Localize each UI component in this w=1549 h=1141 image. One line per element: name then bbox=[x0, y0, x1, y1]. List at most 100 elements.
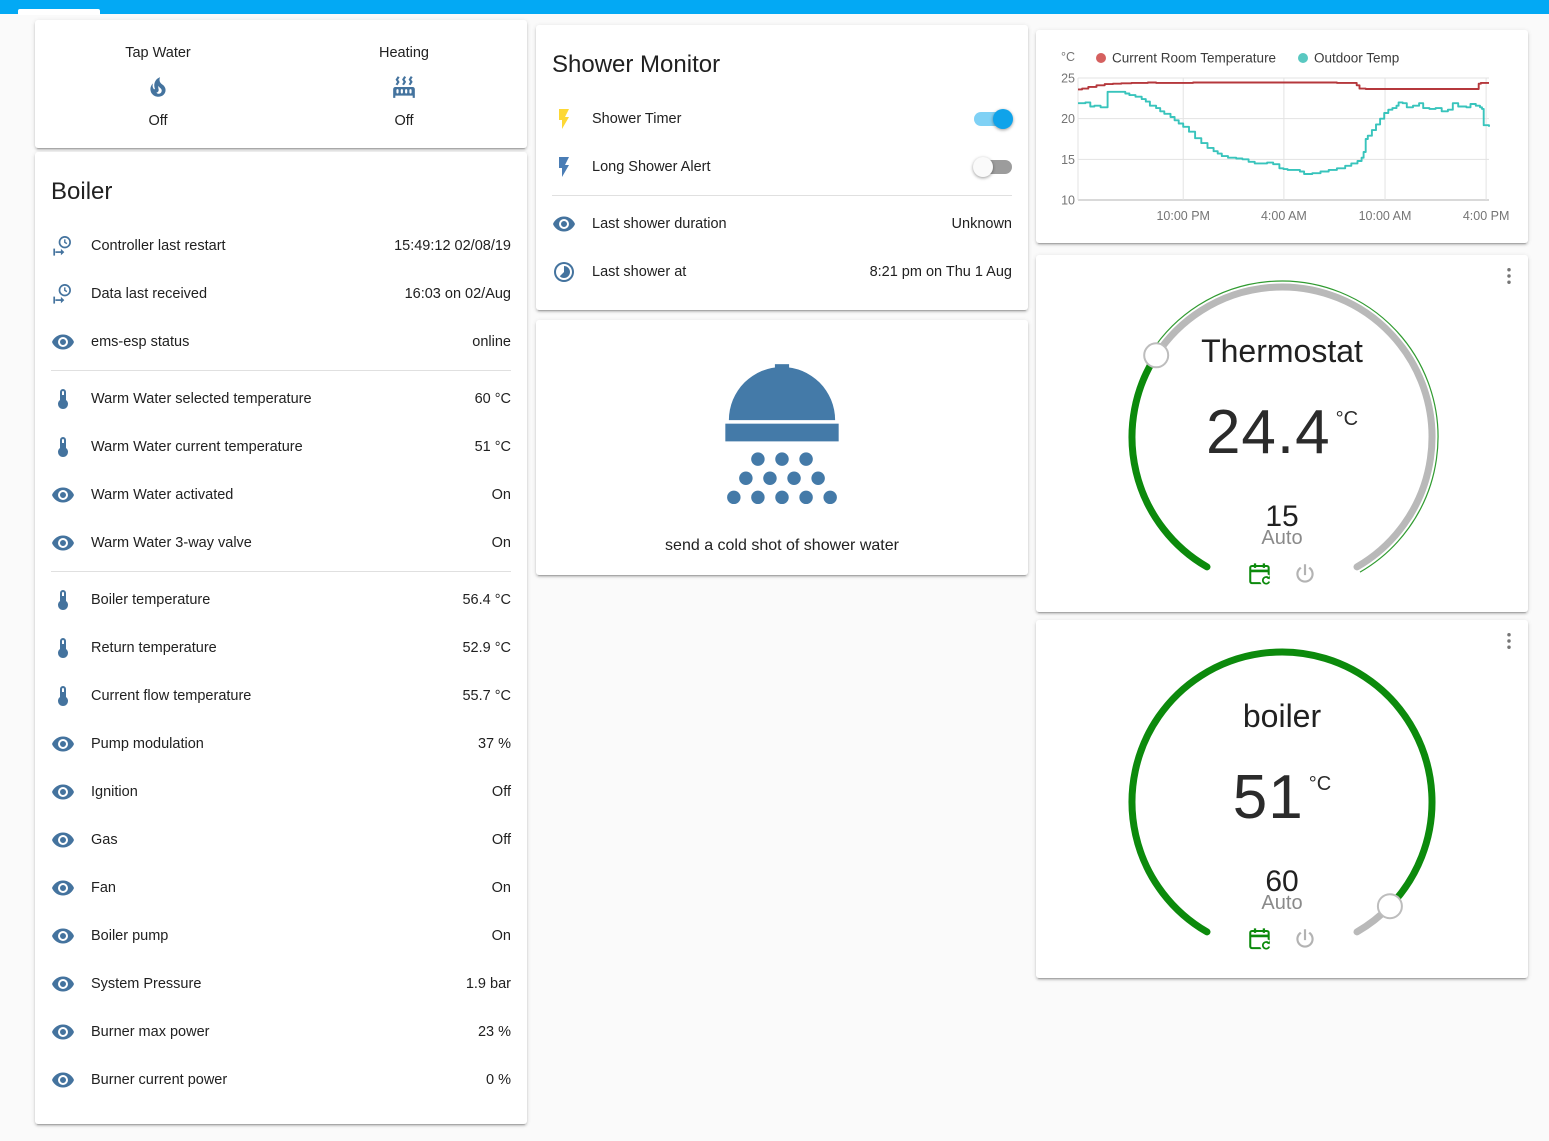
entity-row[interactable]: Warm Water current temperature 51 °C bbox=[35, 423, 527, 471]
entity-row[interactable]: Last shower at 8:21 pm on Thu 1 Aug bbox=[536, 248, 1028, 296]
entity-label: ems-esp status bbox=[91, 334, 190, 350]
entity-row[interactable]: Data last received 16:03 on 02/Aug bbox=[35, 270, 527, 318]
entity-row[interactable]: Ignition Off bbox=[35, 768, 527, 816]
eye-icon bbox=[51, 483, 75, 507]
thermostat-dial-slider[interactable] bbox=[1036, 255, 1528, 612]
legend-item-current-room-temperature[interactable]: Current Room Temperature bbox=[1096, 51, 1276, 66]
entity-row[interactable]: Gas Off bbox=[35, 816, 527, 864]
entity-row[interactable]: Current flow temperature 55.7 °C bbox=[35, 672, 527, 720]
legend-item-outdoor-temp[interactable]: Outdoor Temp bbox=[1298, 51, 1399, 66]
entity-row[interactable]: Return temperature 52.9 °C bbox=[35, 624, 527, 672]
svg-text:15: 15 bbox=[1061, 153, 1075, 167]
entity-value: 15:49:12 02/08/19 bbox=[394, 238, 511, 254]
eye-icon bbox=[51, 732, 75, 756]
shower-action-label: send a cold shot of shower water bbox=[665, 537, 899, 554]
more-options-icon[interactable] bbox=[1498, 265, 1520, 287]
series-line-outdoor-temp bbox=[1078, 90, 1490, 175]
entity-row[interactable]: Burner current power 0 % bbox=[35, 1056, 527, 1104]
calendar-sync-icon[interactable] bbox=[1247, 926, 1273, 952]
entity-label: Long Shower Alert bbox=[592, 159, 711, 175]
entity-label: Return temperature bbox=[91, 640, 217, 656]
toggle-switch[interactable] bbox=[974, 109, 1013, 129]
power-icon[interactable] bbox=[1292, 926, 1318, 952]
svg-text:Current Room Temperature: Current Room Temperature bbox=[1112, 51, 1276, 66]
more-options-icon[interactable] bbox=[1498, 630, 1520, 652]
shower-monitor-card: Shower Monitor Shower Timer Long Shower A… bbox=[536, 25, 1028, 310]
entity-label: Current flow temperature bbox=[91, 688, 252, 704]
entity-label: Controller last restart bbox=[91, 238, 226, 254]
entity-value: 52.9 °C bbox=[462, 640, 511, 656]
eye-icon bbox=[51, 780, 75, 804]
clock-start-icon bbox=[51, 234, 75, 258]
clock-start-icon bbox=[51, 282, 75, 306]
glance-item-tap-water[interactable]: Tap Water Off bbox=[35, 26, 281, 148]
entity-value: On bbox=[491, 880, 511, 896]
divider bbox=[51, 571, 511, 572]
svg-text:20: 20 bbox=[1061, 112, 1075, 126]
shower-action-card[interactable]: send a cold shot of shower water bbox=[536, 320, 1028, 575]
entity-value: 23 % bbox=[477, 1024, 511, 1040]
entity-value: 56.4 °C bbox=[462, 592, 511, 608]
shower-head-icon bbox=[697, 320, 867, 525]
entity-label: Gas bbox=[91, 832, 118, 848]
temperature-history-chart: 25 20 15 10 10:00 PM 4:00 AM 10:00 AM 4:00 PM °C… bbox=[1061, 50, 1510, 223]
y-axis-unit-label: °C bbox=[1061, 50, 1075, 64]
entity-row[interactable]: Warm Water selected temperature 60 °C bbox=[35, 375, 527, 423]
x-axis-tick: 4:00 PM bbox=[1463, 209, 1510, 223]
entity-row[interactable]: Last shower duration Unknown bbox=[536, 200, 1028, 248]
entity-value: 16:03 on 02/Aug bbox=[404, 286, 511, 302]
entity-row[interactable]: Warm Water 3-way valve On bbox=[35, 519, 527, 567]
radiator-icon bbox=[391, 74, 417, 100]
dial-progress[interactable] bbox=[1128, 351, 1211, 571]
boiler-dial-slider[interactable] bbox=[1036, 620, 1528, 977]
thermometer-icon bbox=[51, 684, 75, 708]
timelapse-icon bbox=[552, 260, 576, 284]
glance-item-state: Off bbox=[394, 113, 414, 129]
dial-handle[interactable] bbox=[1143, 342, 1170, 369]
glance-item-state: Off bbox=[148, 113, 168, 129]
divider bbox=[51, 370, 511, 371]
dial-track[interactable] bbox=[1152, 283, 1436, 571]
entity-value: On bbox=[491, 928, 511, 944]
entity-label: Last shower duration bbox=[592, 216, 727, 232]
top-app-bar bbox=[0, 0, 1549, 15]
eye-icon bbox=[51, 828, 75, 852]
x-axis-tick: 10:00 AM bbox=[1359, 209, 1412, 223]
x-axis-tick: 4:00 AM bbox=[1261, 209, 1307, 223]
entity-label: Burner current power bbox=[91, 1072, 228, 1088]
entity-label: Warm Water 3-way valve bbox=[91, 535, 252, 551]
toggle-switch[interactable] bbox=[973, 157, 1012, 177]
entity-row[interactable]: Long Shower Alert bbox=[536, 143, 1028, 191]
power-icon[interactable] bbox=[1292, 561, 1318, 587]
eye-icon bbox=[51, 1068, 75, 1092]
entity-value: On bbox=[491, 535, 511, 551]
entity-row[interactable]: Controller last restart 15:49:12 02/08/19 bbox=[35, 222, 527, 270]
dial-outer-track bbox=[1150, 280, 1439, 573]
dial-progress[interactable] bbox=[1128, 648, 1436, 936]
entity-row[interactable]: Pump modulation 37 % bbox=[35, 720, 527, 768]
glance-item-label: Heating bbox=[379, 45, 429, 61]
entity-row[interactable]: Fan On bbox=[35, 864, 527, 912]
entity-label: Shower Timer bbox=[592, 111, 682, 127]
svg-text:25: 25 bbox=[1061, 72, 1075, 86]
entity-value: Unknown bbox=[951, 216, 1012, 232]
flash-icon bbox=[552, 107, 576, 131]
thermometer-icon bbox=[51, 588, 75, 612]
calendar-sync-icon[interactable] bbox=[1247, 561, 1273, 587]
entity-label: Warm Water activated bbox=[91, 487, 234, 503]
entity-label: Warm Water current temperature bbox=[91, 439, 303, 455]
entity-row[interactable]: ems-esp status online bbox=[35, 318, 527, 366]
entity-row[interactable]: Burner max power 23 % bbox=[35, 1008, 527, 1056]
thermometer-icon bbox=[51, 636, 75, 660]
entity-label: Fan bbox=[91, 880, 116, 896]
entity-row[interactable]: Shower Timer bbox=[536, 95, 1028, 143]
active-tab-indicator[interactable] bbox=[18, 9, 100, 15]
dial-handle[interactable] bbox=[1376, 893, 1403, 920]
entity-row[interactable]: System Pressure 1.9 bar bbox=[35, 960, 527, 1008]
entity-row[interactable]: Warm Water activated On bbox=[35, 471, 527, 519]
entity-row[interactable]: Boiler temperature 56.4 °C bbox=[35, 576, 527, 624]
entity-row[interactable]: Boiler pump On bbox=[35, 912, 527, 960]
entity-value: 1.9 bar bbox=[465, 976, 511, 992]
entity-value: 8:21 pm on Thu 1 Aug bbox=[869, 264, 1012, 280]
glance-item-heating[interactable]: Heating Off bbox=[281, 26, 527, 148]
